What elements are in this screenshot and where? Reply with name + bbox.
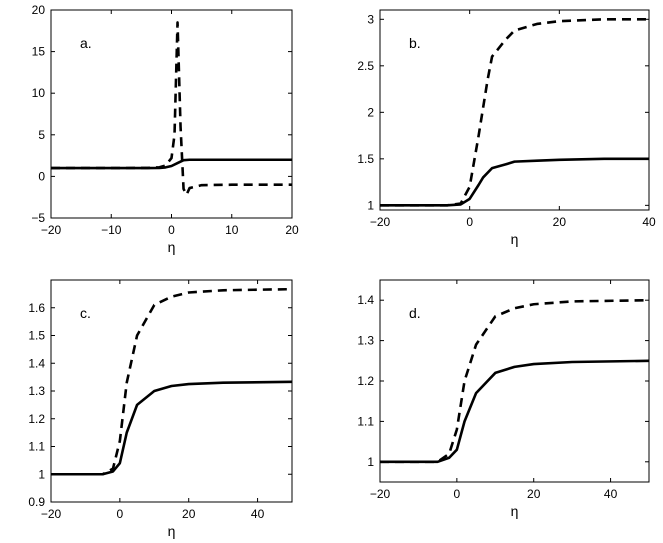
panel-b-xtick-label: 40 xyxy=(642,215,656,229)
panel-c-ytick-label: 1 xyxy=(38,467,45,481)
panel-c-xtick-label: 20 xyxy=(182,507,196,521)
panel-a-xtick-label: −10 xyxy=(101,223,122,237)
panel-a: −20 −10 0 10 20 −5 0 5 10 15 20 η a. xyxy=(31,3,299,255)
panel-b: −20 0 20 40 1 1.5 2 2.5 3 η b. xyxy=(357,9,656,247)
panel-a-ytick-label: 5 xyxy=(38,128,45,142)
panel-b-xtick-label: 20 xyxy=(553,215,567,229)
panel-d-xtick-label: −20 xyxy=(370,487,391,501)
panel-a-ytick-label: −5 xyxy=(31,211,45,225)
panel-d: −20 0 20 40 1 1.1 1.2 1.3 1.4 η d. xyxy=(357,279,650,519)
panel-d-ytick-label: 1.4 xyxy=(357,293,374,307)
panel-d-ytick-label: 1.1 xyxy=(357,414,374,428)
panel-b-ytick-label: 2.5 xyxy=(357,59,374,73)
panel-b-xtick-label: −20 xyxy=(370,215,391,229)
panel-d-x-axis-label: η xyxy=(511,503,519,519)
panel-b-ytick-label: 3 xyxy=(367,12,374,26)
panel-b-ytick-label: 1 xyxy=(367,198,374,212)
panel-b-x-axis-label: η xyxy=(511,231,519,247)
panel-a-label: a. xyxy=(80,35,92,51)
panel-d-xtick-label: 20 xyxy=(527,487,541,501)
panel-b-xtick-label: 0 xyxy=(466,215,473,229)
panel-d-label: d. xyxy=(409,305,421,321)
panel-a-ytick-label: 10 xyxy=(32,86,46,100)
panel-d-ytick-label: 1.2 xyxy=(357,374,374,388)
panel-c-ytick-label: 1.5 xyxy=(28,329,45,343)
panel-a-xtick-label: 10 xyxy=(225,223,239,237)
panel-c-ytick-label: 0.9 xyxy=(28,495,45,509)
panel-b-dashed-line xyxy=(380,18,649,207)
panel-c-label: c. xyxy=(80,305,91,321)
panel-c-xtick-label: 0 xyxy=(117,507,124,521)
panel-d-dashed-line xyxy=(380,298,649,464)
panel-b-ytick-label: 1.5 xyxy=(357,152,374,166)
panel-a-dashed-line xyxy=(51,21,292,196)
panel-a-x-axis-label: η xyxy=(168,239,176,255)
panel-b-ytick-label: 2 xyxy=(367,105,374,119)
panel-d-ytick-label: 1.3 xyxy=(357,334,374,348)
panel-b-label: b. xyxy=(409,35,421,51)
panel-c-solid-line xyxy=(51,380,292,476)
panel-d-solid-line xyxy=(380,359,649,464)
panel-b-solid-line xyxy=(380,157,649,207)
panel-a-xtick-label: −20 xyxy=(41,223,62,237)
panel-d-xtick-label: 40 xyxy=(604,487,618,501)
panel-a-ytick-label: 0 xyxy=(38,169,45,183)
panel-a-ytick-label: 20 xyxy=(32,3,46,17)
panel-d-ytick-label: 1 xyxy=(367,455,374,469)
panel-c-x-axis-label: η xyxy=(168,523,176,539)
panel-d-xtick-label: 0 xyxy=(454,487,461,501)
panel-c-xtick-label: −20 xyxy=(41,507,62,521)
panel-a-ytick-label: 15 xyxy=(32,45,46,59)
panel-a-xtick-label: 20 xyxy=(285,223,299,237)
panel-c: −20 0 20 40 0.9 1 1.1 1.2 1.3 1.4 1.5 1.6 η c. xyxy=(28,279,293,539)
panel-c-ytick-label: 1.1 xyxy=(28,440,45,454)
panel-c-dashed-line xyxy=(51,287,292,476)
panel-c-ytick-label: 1.2 xyxy=(28,412,45,426)
panel-c-ytick-label: 1.3 xyxy=(28,384,45,398)
panel-c-xtick-label: 40 xyxy=(251,507,265,521)
panel-c-ytick-label: 1.6 xyxy=(28,301,45,315)
panel-c-ytick-label: 1.4 xyxy=(28,356,45,370)
panel-a-xtick-label: 0 xyxy=(168,223,175,237)
panel-b-axes-frame xyxy=(379,9,650,211)
